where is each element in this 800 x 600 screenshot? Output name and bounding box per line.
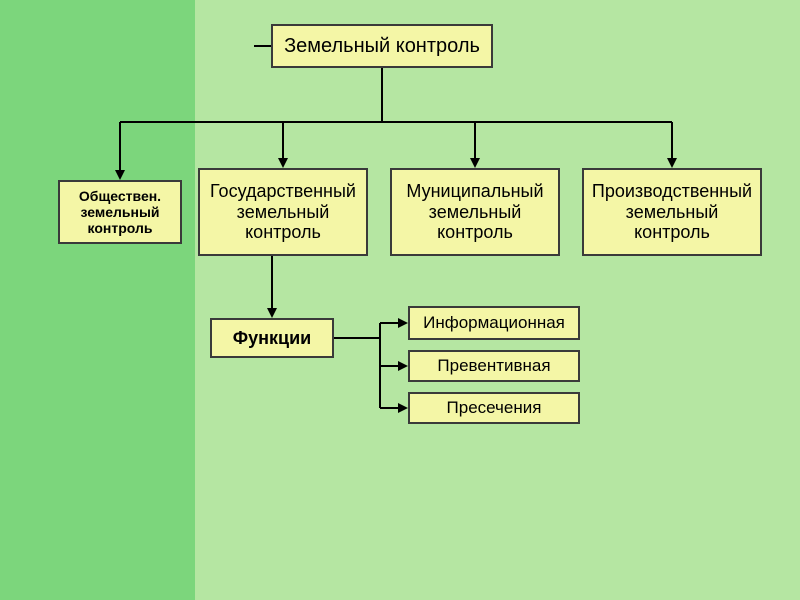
node-state-control: Государственный земельный контроль xyxy=(198,168,368,256)
node-func-preventive: Превентивная xyxy=(408,350,580,382)
node-functions: Функции xyxy=(210,318,334,358)
node-state-label: Государственный земельный контроль xyxy=(206,181,360,243)
node-fprev-label: Превентивная xyxy=(437,356,550,376)
node-industr-label: Производственный земельный контроль xyxy=(590,181,754,243)
background-left xyxy=(0,0,195,600)
node-func-suppression: Пресечения xyxy=(408,392,580,424)
node-root: Земельный контроль xyxy=(271,24,493,68)
node-industrial-control: Производственный земельный контроль xyxy=(582,168,762,256)
diagram-canvas: Земельный контроль Обществен. земельный … xyxy=(0,0,800,600)
node-funcs-label: Функции xyxy=(233,328,311,349)
node-municip-label: Муниципальный земельный контроль xyxy=(398,181,552,243)
background-right xyxy=(195,0,800,600)
node-func-info: Информационная xyxy=(408,306,580,340)
node-root-label: Земельный контроль xyxy=(284,35,480,58)
node-fstop-label: Пресечения xyxy=(447,398,542,418)
node-public-label: Обществен. земельный контроль xyxy=(66,188,174,236)
node-municipal-control: Муниципальный земельный контроль xyxy=(390,168,560,256)
node-finfo-label: Информационная xyxy=(423,313,565,333)
node-public-control: Обществен. земельный контроль xyxy=(58,180,182,244)
